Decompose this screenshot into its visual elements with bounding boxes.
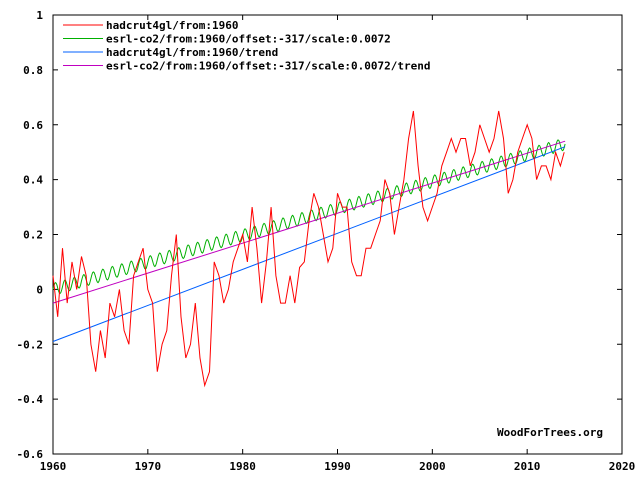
- legend-label: hadcrut4gl/from:1960/trend: [106, 46, 278, 59]
- watermark-label: WoodForTrees.org: [497, 426, 603, 439]
- y-tick-label: 0.2: [23, 229, 43, 242]
- y-tick-label: 0.6: [23, 119, 43, 132]
- y-tick-label: 0: [36, 283, 43, 296]
- x-tick-label: 1970: [135, 460, 162, 473]
- y-tick-label: 0.8: [23, 64, 43, 77]
- x-tick-label: 1990: [324, 460, 351, 473]
- x-tick-label: 2020: [609, 460, 636, 473]
- y-tick-label: -0.2: [17, 338, 44, 351]
- y-tick-label: -0.6: [17, 448, 44, 461]
- series-layer: [52, 110, 566, 388]
- x-tick-label: 1960: [40, 460, 67, 473]
- y-tick-label: -0.4: [17, 393, 44, 406]
- legend-label: esrl-co2/from:1960/offset:-317/scale:0.0…: [106, 33, 391, 46]
- y-tick-label: 1: [36, 9, 43, 22]
- series-line-0: [52, 110, 565, 388]
- x-tick-label: 1980: [229, 460, 256, 473]
- legend: hadcrut4gl/from:1960esrl-co2/from:1960/o…: [63, 19, 431, 73]
- x-tick-label: 2000: [419, 460, 446, 473]
- series-line-2: [52, 146, 566, 342]
- legend-label: hadcrut4gl/from:1960: [106, 19, 238, 32]
- axes: 1960 1970 1980 1990 2000 2010 2020 -0.6 -0.4 -0.2…: [17, 9, 636, 473]
- x-tick-label: 2010: [514, 460, 541, 473]
- legend-label: esrl-co2/from:1960/offset:-317/scale:0.0…: [106, 60, 431, 73]
- y-tick-label: 0.4: [23, 174, 43, 187]
